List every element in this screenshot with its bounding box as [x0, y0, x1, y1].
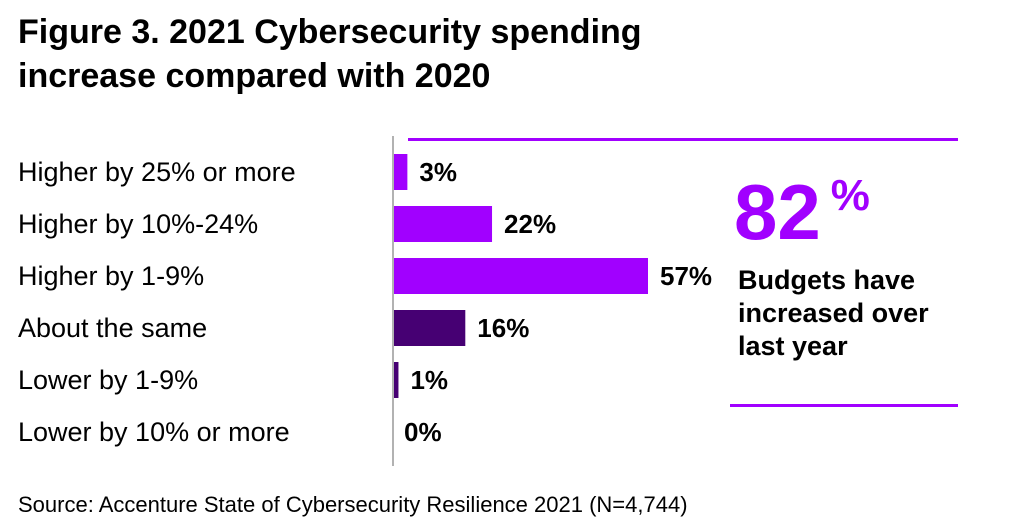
bar: [394, 154, 408, 190]
stat-label: Budgets have increased over last year: [738, 265, 929, 361]
callout-bottom-rule: [730, 404, 958, 407]
callout-top-rule: [408, 138, 958, 141]
bar: [394, 206, 493, 242]
bar: [394, 362, 399, 398]
source-note: Source: Accenture State of Cybersecurity…: [18, 492, 688, 517]
summary-callout: 82% Budgets have increased over last yea…: [408, 138, 960, 408]
value-label: 16%: [477, 313, 529, 343]
bar: [394, 310, 466, 346]
category-label: About the same: [18, 313, 207, 343]
value-label: 22%: [504, 209, 556, 239]
big-stat: 82%: [734, 172, 870, 252]
big-stat-percent-sign: %: [830, 171, 870, 220]
value-label: 1%: [410, 365, 448, 395]
chart-title: Figure 3. 2021 Cybersecurity spending in…: [18, 13, 642, 95]
category-label: Lower by 10% or more: [18, 417, 290, 447]
big-stat-number: 82: [734, 168, 821, 256]
value-label: 0%: [404, 417, 442, 447]
value-label: 57%: [660, 261, 712, 291]
value-label: 3%: [419, 157, 457, 187]
category-label: Higher by 10%-24%: [18, 209, 258, 239]
category-label: Lower by 1-9%: [18, 365, 198, 395]
category-label: Higher by 1-9%: [18, 261, 204, 291]
category-label: Higher by 25% or more: [18, 157, 296, 187]
bar: [394, 258, 648, 294]
